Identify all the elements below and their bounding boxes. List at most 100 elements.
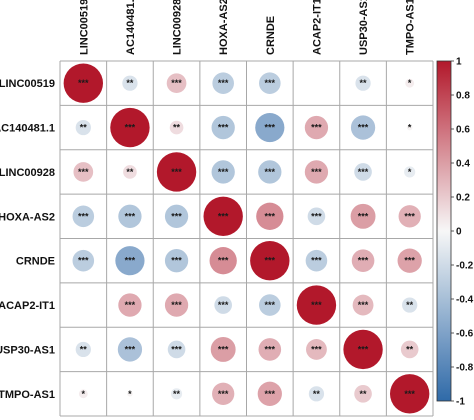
correlation-circle-ACAP2-IT1-ACAP2-IT1 — [296, 285, 337, 325]
significance-label: *** — [78, 167, 89, 177]
correlation-circle-HOXA-AS2-CRNDE — [256, 202, 284, 230]
significance-label: *** — [125, 123, 136, 133]
correlation-circle-LINC00928-LINC00519 — [73, 162, 94, 182]
correlation-circle-USP30-AS1-AC140481.1 — [117, 337, 143, 362]
correlation-circle-USP30-AS1-CRNDE — [258, 338, 282, 361]
row-label-USP30-AS1: USP30-AS1 — [0, 344, 55, 356]
correlation-circle-CRNDE-HOXA-AS2 — [209, 247, 237, 275]
significance-label: *** — [218, 344, 229, 354]
significance-label: *** — [78, 256, 89, 266]
significance-label: *** — [218, 167, 229, 177]
correlation-circle-TMPO-AS1-HOXA-AS2 — [212, 382, 235, 405]
significance-label: ** — [360, 389, 368, 399]
correlation-circle-AC140481.1-CRNDE — [255, 112, 285, 143]
correlation-circle-AC140481.1-HOXA-AS2 — [211, 115, 235, 140]
correlation-circle-AC140481.1-USP30-AS1 — [350, 115, 376, 140]
correlation-circle-HOXA-AS2-ACAP2-IT1 — [307, 207, 326, 226]
row-label-AC140481.1: AC140481.1 — [0, 123, 55, 135]
significance-label: *** — [311, 344, 322, 354]
column-label-TMPO-AS1: TMPO-AS1 — [405, 0, 417, 55]
colorbar-tick-label: 0.4 — [456, 159, 470, 170]
significance-label: *** — [265, 211, 276, 221]
correlation-circle-LINC00519-LINC00928 — [166, 73, 187, 94]
colorbar: 1 0.8 0.6 0.4 0.2 0 -0.2 -0.4 -0.6 -0.8 -1 — [436, 57, 474, 408]
significance-label: *** — [78, 78, 89, 88]
correlation-circle-HOXA-AS2-AC140481.1 — [118, 204, 142, 228]
column-label-ACAP2-IT1: ACAP2-IT1 — [311, 0, 323, 55]
correlation-circle-HOXA-AS2-HOXA-AS2 — [203, 196, 243, 236]
column-label-AC140481.1: AC140481.1 — [125, 0, 137, 55]
significance-label: ** — [406, 344, 414, 354]
correlation-circle-ACAP2-IT1-TMPO-AS1 — [402, 297, 418, 313]
significance-label: *** — [358, 256, 369, 266]
correlation-circle-CRNDE-ACAP2-IT1 — [305, 249, 328, 272]
significance-label: ** — [80, 123, 88, 133]
significance-label: *** — [125, 344, 136, 354]
correlation-circle-HOXA-AS2-USP30-AS1 — [350, 203, 376, 229]
correlation-circle-AC140481.1-TMPO-AS1 — [406, 124, 413, 131]
colorbar-tick-label: 0 — [456, 227, 462, 238]
column-label-USP30-AS1: USP30-AS1 — [358, 0, 370, 55]
correlation-circle-USP30-AS1-ACAP2-IT1 — [306, 339, 327, 360]
correlation-circle-USP30-AS1-USP30-AS1 — [343, 329, 383, 370]
correlation-circle-USP30-AS1-TMPO-AS1 — [400, 340, 419, 359]
significance-label: ** — [173, 389, 181, 399]
correlation-circle-TMPO-AS1-LINC00928 — [170, 388, 183, 400]
correlation-circle-LINC00928-LINC00928 — [156, 152, 197, 192]
significance-label: *** — [358, 123, 369, 133]
correlation-circle-AC140481.1-ACAP2-IT1 — [304, 115, 329, 140]
significance-label: *** — [218, 123, 229, 133]
correlation-circle-LINC00928-USP30-AS1 — [354, 163, 372, 181]
significance-label: *** — [171, 211, 182, 221]
correlation-circle-ACAP2-IT1-LINC00928 — [164, 293, 189, 317]
significance-label: *** — [218, 256, 229, 266]
colorbar-gradient — [436, 60, 452, 402]
significance-label: *** — [311, 123, 322, 133]
correlation-circle-LINC00928-ACAP2-IT1 — [304, 160, 329, 184]
significance-label: *** — [358, 300, 369, 310]
significance-label: *** — [218, 211, 229, 221]
column-label-LINC00928: LINC00928 — [172, 0, 184, 55]
colorbar-tick-label: 0.2 — [456, 193, 470, 204]
correlation-circle-LINC00519-HOXA-AS2 — [212, 72, 234, 94]
significance-label: *** — [404, 256, 415, 266]
column-label-CRNDE: CRNDE — [265, 16, 277, 55]
correlation-circle-HOXA-AS2-LINC00519 — [72, 205, 95, 228]
correlation-circle-LINC00928-AC140481.1 — [123, 165, 137, 179]
correlation-circle-TMPO-AS1-AC140481.1 — [127, 391, 133, 397]
significance-label: *** — [404, 389, 415, 399]
correlation-circle-TMPO-AS1-ACAP2-IT1 — [308, 386, 325, 402]
significance-label: *** — [311, 300, 322, 310]
significance-label: *** — [265, 123, 276, 133]
significance-label: *** — [171, 344, 182, 354]
correlation-circle-LINC00928-TMPO-AS1 — [404, 166, 416, 178]
significance-label: *** — [171, 300, 182, 310]
correlation-circle-ACAP2-IT1-HOXA-AS2 — [214, 296, 232, 314]
colorbar-tick-label: -0.2 — [456, 261, 474, 272]
correlation-circle-USP30-AS1-LINC00519 — [75, 341, 91, 358]
significance-label: *** — [125, 256, 136, 266]
significance-label: ** — [173, 123, 181, 133]
correlation-circle-CRNDE-CRNDE — [250, 241, 290, 281]
row-label-TMPO-AS1: TMPO-AS1 — [0, 389, 55, 401]
correlation-circle-LINC00519-AC140481.1 — [122, 75, 138, 91]
significance-label: ** — [360, 78, 368, 88]
correlation-circle-AC140481.1-AC140481.1 — [110, 107, 150, 148]
significance-label: ** — [126, 78, 134, 88]
significance-label: *** — [358, 211, 369, 221]
correlation-circle-ACAP2-IT1-AC140481.1 — [118, 293, 142, 317]
correlation-circle-CRNDE-LINC00928 — [164, 249, 189, 273]
matrix-cells: *** ** *** *** *** ** *** *** ** *** *** *** *** ****… — [63, 63, 430, 414]
column-label-LINC00519: LINC00519 — [78, 0, 90, 55]
significance-label: ** — [406, 300, 414, 310]
correlation-circle-CRNDE-TMPO-AS1 — [397, 248, 422, 273]
correlation-circle-CRNDE-AC140481.1 — [115, 246, 145, 276]
significance-label: *** — [78, 211, 89, 221]
significance-label: * — [82, 389, 86, 399]
row-label-ACAP2-IT1: ACAP2-IT1 — [0, 300, 55, 312]
correlation-circle-CRNDE-LINC00519 — [72, 249, 95, 272]
matrix-grid — [59, 60, 434, 417]
column-label-HOXA-AS2: HOXA-AS2 — [218, 0, 230, 55]
significance-label: *** — [265, 167, 276, 177]
